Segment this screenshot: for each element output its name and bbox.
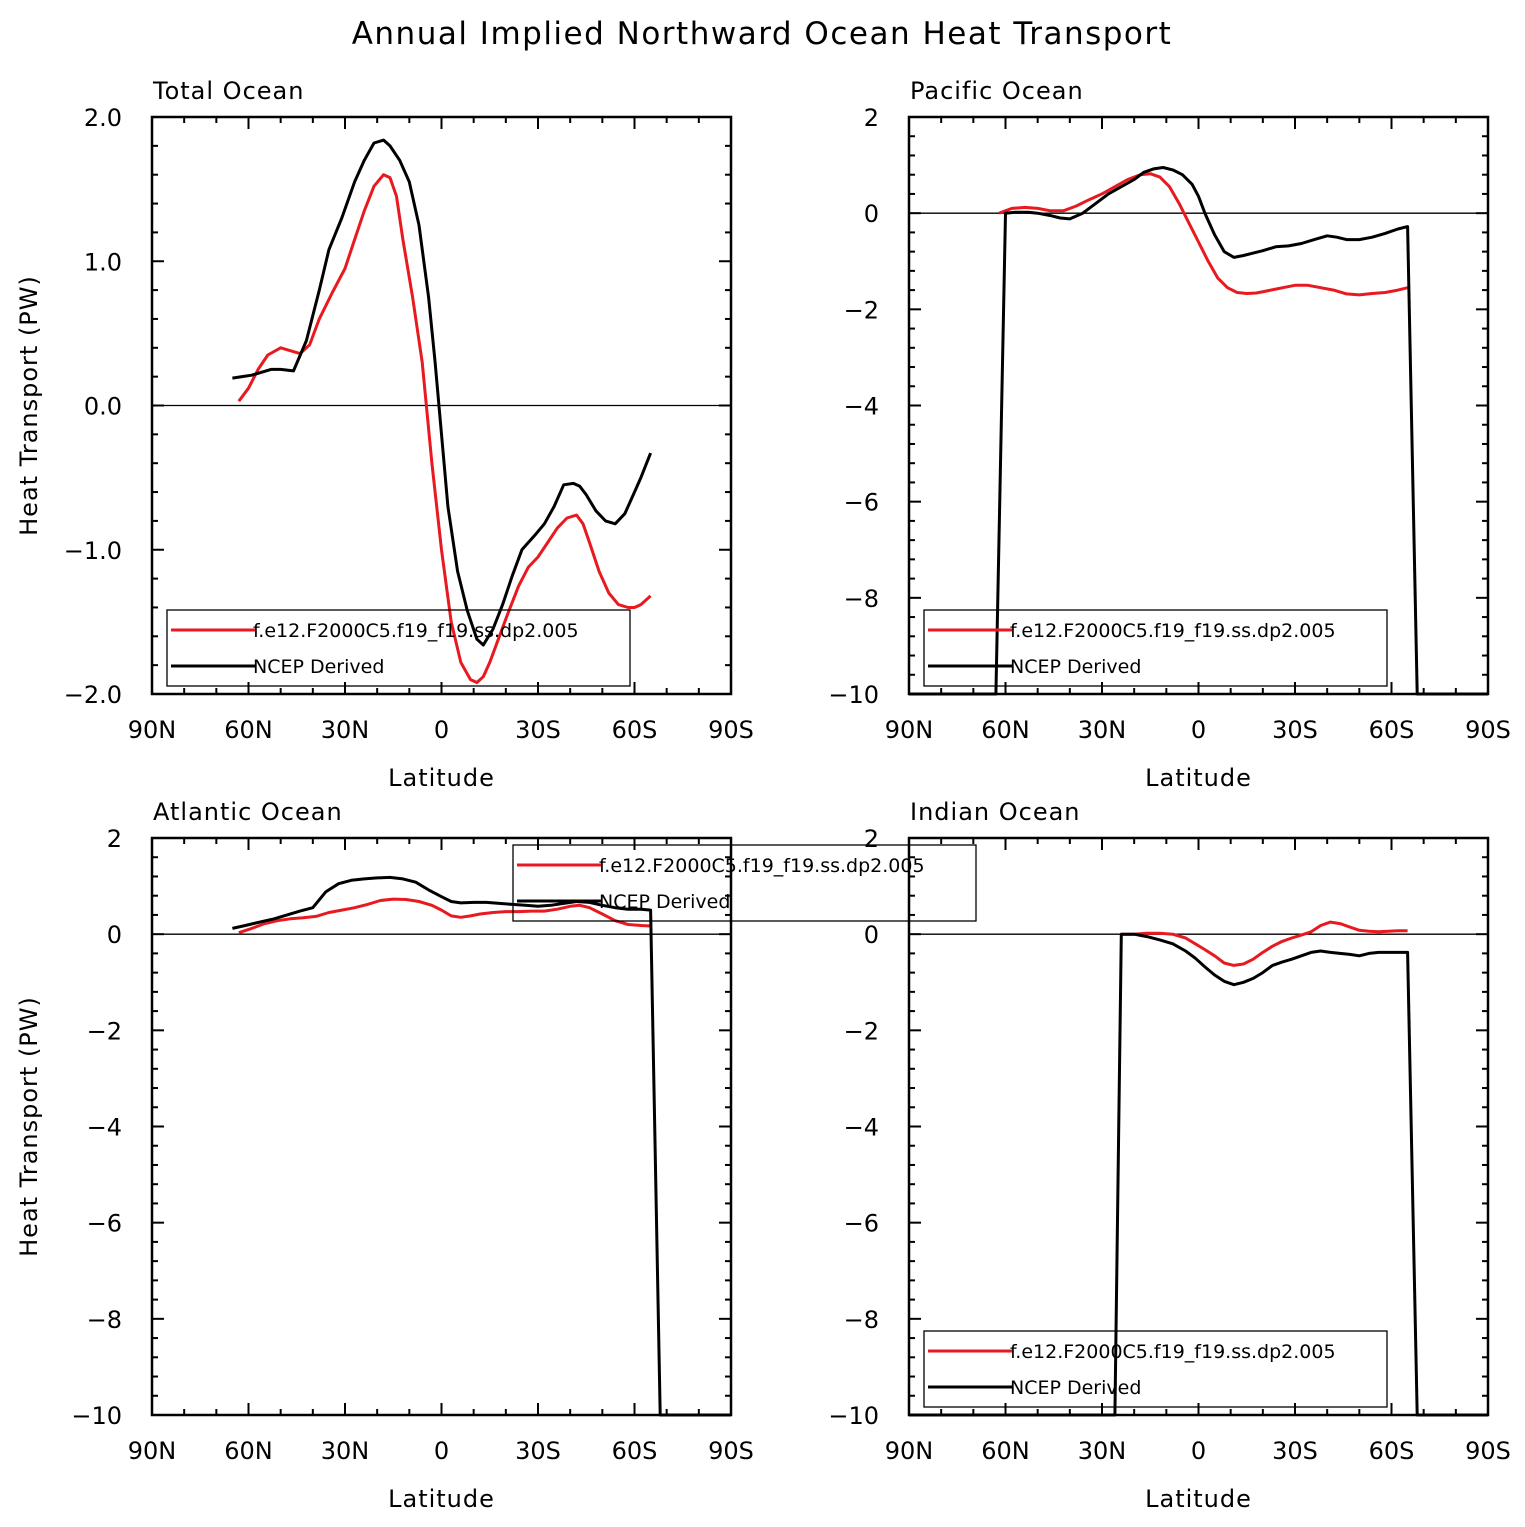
y-tick-label: −1.0 <box>64 537 122 565</box>
y-tick-label: −10 <box>71 1402 122 1430</box>
y-tick-label: 0 <box>107 921 122 949</box>
y-tick-label: −10 <box>828 1402 879 1430</box>
x-tick-label: 0 <box>434 716 449 744</box>
x-tick-label: 60S <box>612 716 658 744</box>
y-tick-label: −6 <box>844 1210 879 1238</box>
plot-frame <box>907 836 1490 1417</box>
x-tick-label: 60N <box>224 716 273 744</box>
x-tick-label: 30S <box>515 1437 561 1465</box>
x-tick-label: 60N <box>981 716 1030 744</box>
x-tick-label: 30N <box>1078 1437 1127 1465</box>
legend-label: NCEP Derived <box>1010 656 1141 678</box>
ncep-series-line <box>232 875 731 1417</box>
x-axis-label: Latitude <box>388 764 495 792</box>
y-tick-label: −2 <box>844 296 879 324</box>
legend: f.e12.F2000C5.f19_f19.ss.dp2.005 NCEP Der… <box>512 844 977 922</box>
x-tick-label: 90N <box>128 716 177 744</box>
x-tick-label: 90S <box>708 716 754 744</box>
x-axis-label: Latitude <box>1145 764 1252 792</box>
legend-box <box>512 844 977 922</box>
plot-frame <box>150 836 733 1417</box>
legend-label: NCEP Derived <box>253 656 384 678</box>
x-tick-label: 90S <box>708 1437 754 1465</box>
x-tick-label: 30N <box>321 716 370 744</box>
x-tick-label: 60N <box>981 1437 1030 1465</box>
legend-box <box>923 609 1388 687</box>
y-tick-label: 2 <box>107 825 122 853</box>
legend-box <box>166 609 631 687</box>
y-tick-label: −2.0 <box>64 681 122 709</box>
x-tick-label: 30S <box>1272 716 1318 744</box>
y-tick-label: −8 <box>844 585 879 613</box>
y-tick-label: 2.0 <box>84 104 122 132</box>
x-tick-label: 30S <box>515 716 561 744</box>
figure-title: Annual Implied Northward Ocean Heat Tran… <box>352 16 1173 52</box>
x-tick-label: 60N <box>224 1437 273 1465</box>
y-tick-label: 0 <box>864 921 879 949</box>
legend: f.e12.F2000C5.f19_f19.ss.dp2.005 NCEP Der… <box>166 609 631 687</box>
legend-label: NCEP Derived <box>599 891 730 913</box>
y-tick-label: −4 <box>844 1114 879 1142</box>
panel-title: Atlantic Ocean <box>153 798 343 826</box>
x-axis-label: Latitude <box>1145 1485 1252 1513</box>
legend-box <box>923 1330 1388 1408</box>
ncep-series-line <box>909 932 1488 1417</box>
chart-panel-2: Pacific Ocean 90N 60N 30N 0 30S 60S 90S −10 −8 −6 −… <box>828 77 1511 792</box>
plot-frame <box>150 115 733 696</box>
y-tick-label: −4 <box>844 393 879 421</box>
legend-label: f.e12.F2000C5.f19_f19.ss.dp2.005 <box>1010 620 1336 642</box>
x-tick-label: 30S <box>1272 1437 1318 1465</box>
y-tick-label: −6 <box>87 1210 122 1238</box>
y-tick-label: −6 <box>844 489 879 517</box>
y-tick-label: −2 <box>844 1017 879 1045</box>
ncep-series-line <box>232 138 652 647</box>
x-tick-label: 90S <box>1465 1437 1511 1465</box>
chart-panels: Total Ocean 90N 60N 30N 0 30S 60S 90S −2.0 −1.0 0.… <box>15 77 1511 1513</box>
x-tick-label: 30N <box>321 1437 370 1465</box>
y-axis-label: Heat Transport (PW) <box>15 996 43 1257</box>
x-tick-label: 60S <box>612 1437 658 1465</box>
model-series-line <box>1121 920 1408 967</box>
x-tick-label: 90N <box>885 1437 934 1465</box>
model-series-line <box>238 897 651 935</box>
x-tick-label: 90N <box>885 716 934 744</box>
ncep-series-line <box>909 166 1488 696</box>
x-tick-label: 30N <box>1078 716 1127 744</box>
panel-title: Total Ocean <box>152 77 304 105</box>
panel-title: Pacific Ocean <box>910 77 1084 105</box>
chart-panel-3: Atlantic Ocean 90N 60N 30N 0 30S 60S 90S −10 −8 −6… <box>15 798 977 1513</box>
x-tick-label: 0 <box>434 1437 449 1465</box>
model-series-line <box>998 172 1408 297</box>
y-tick-label: 0.0 <box>84 393 122 421</box>
y-tick-label: 1.0 <box>84 248 122 276</box>
y-tick-label: −4 <box>87 1114 122 1142</box>
legend-label: f.e12.F2000C5.f19_f19.ss.dp2.005 <box>1010 1341 1336 1363</box>
y-tick-label: −8 <box>87 1306 122 1334</box>
x-tick-label: 0 <box>1191 716 1206 744</box>
y-axis-label: Heat Transport (PW) <box>15 275 43 536</box>
x-tick-label: 90S <box>1465 716 1511 744</box>
y-tick-label: −10 <box>828 681 879 709</box>
model-series-line <box>237 173 652 684</box>
legend: f.e12.F2000C5.f19_f19.ss.dp2.005 NCEP Der… <box>923 609 1388 687</box>
x-tick-label: 0 <box>1191 1437 1206 1465</box>
chart-panel-4: Indian Ocean 90N 60N 30N 0 30S 60S 90S −10 −8 −6 −4… <box>828 798 1511 1513</box>
x-tick-label: 60S <box>1369 1437 1415 1465</box>
x-tick-label: 90N <box>128 1437 177 1465</box>
panel-title: Indian Ocean <box>910 798 1081 826</box>
legend-label: NCEP Derived <box>1010 1377 1141 1399</box>
y-tick-label: 2 <box>864 825 879 853</box>
x-axis-label: Latitude <box>388 1485 495 1513</box>
x-tick-label: 60S <box>1369 716 1415 744</box>
legend-label: f.e12.F2000C5.f19_f19.ss.dp2.005 <box>599 855 925 877</box>
y-tick-label: 0 <box>864 200 879 228</box>
y-tick-label: 2 <box>864 104 879 132</box>
legend: f.e12.F2000C5.f19_f19.ss.dp2.005 NCEP Der… <box>923 1330 1388 1408</box>
chart-panel-1: Total Ocean 90N 60N 30N 0 30S 60S 90S −2.0 −1.0 0.… <box>15 77 754 792</box>
y-tick-label: −2 <box>87 1017 122 1045</box>
legend-label: f.e12.F2000C5.f19_f19.ss.dp2.005 <box>253 620 579 642</box>
y-tick-label: −8 <box>844 1306 879 1334</box>
plot-frame <box>907 115 1490 696</box>
